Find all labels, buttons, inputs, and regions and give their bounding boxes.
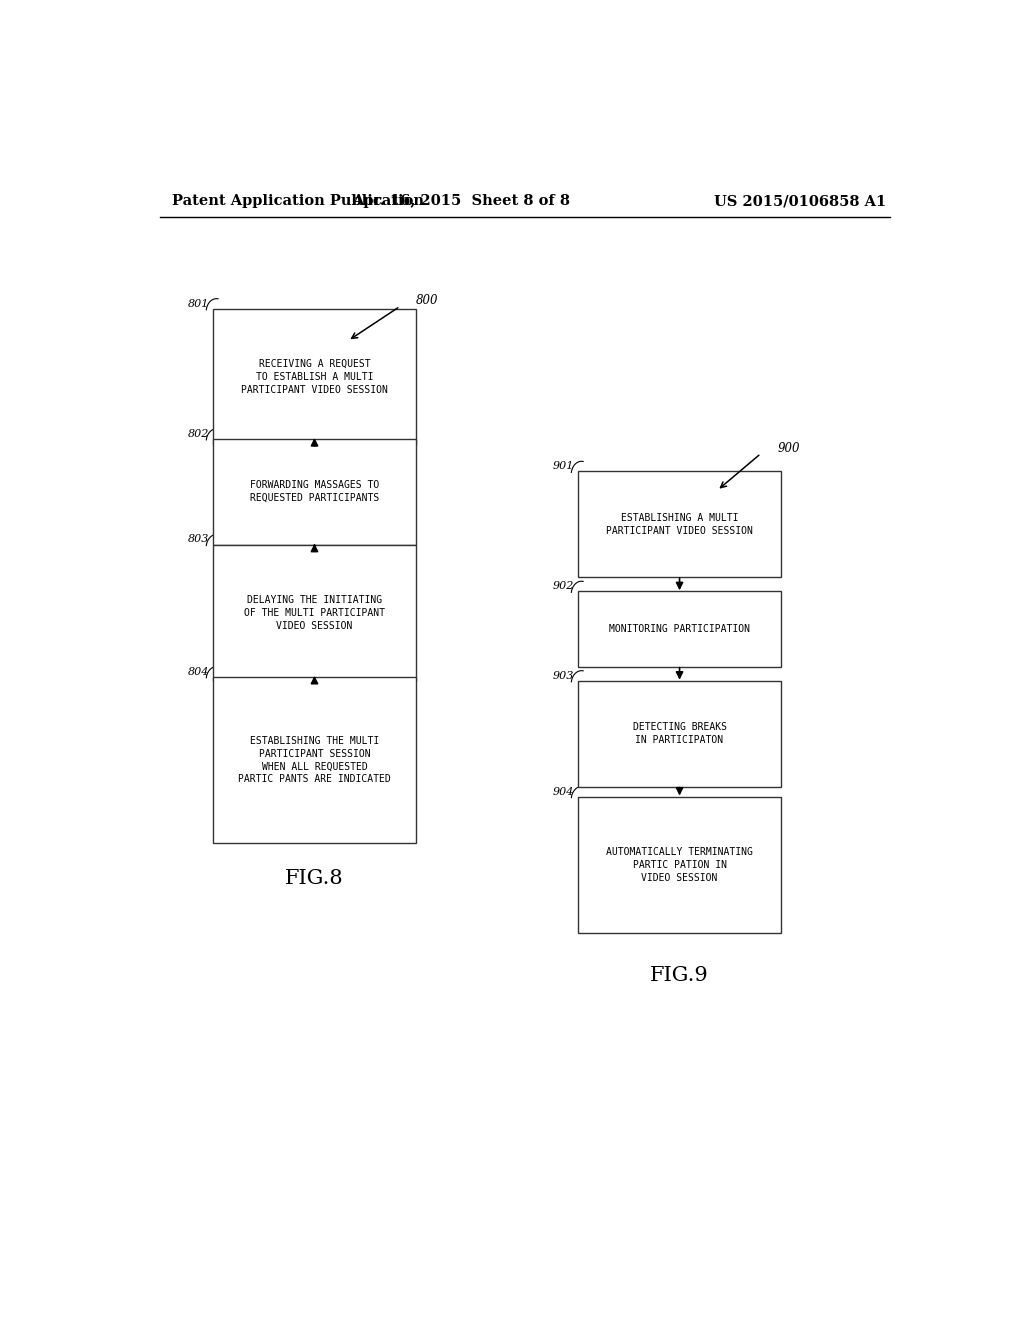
Text: FORWARDING MASSAGES TO
REQUESTED PARTICIPANTS: FORWARDING MASSAGES TO REQUESTED PARTICI… [250,480,379,503]
Bar [213,309,416,445]
Bar [213,677,416,843]
Text: FIG.8: FIG.8 [285,869,344,887]
Text: Apr. 16, 2015  Sheet 8 of 8: Apr. 16, 2015 Sheet 8 of 8 [352,194,570,209]
Text: DETECTING BREAKS
IN PARTICIPATON: DETECTING BREAKS IN PARTICIPATON [633,722,727,744]
Text: 804: 804 [188,667,209,677]
Text: RECEIVING A REQUEST
TO ESTABLISH A MULTI
PARTICIPANT VIDEO SESSION: RECEIVING A REQUEST TO ESTABLISH A MULTI… [241,359,388,395]
Bar [213,545,416,681]
Text: DELAYING THE INITIATING
OF THE MULTI PARTICIPANT
VIDEO SESSION: DELAYING THE INITIATING OF THE MULTI PAR… [244,595,385,631]
Text: ESTABLISHING A MULTI
PARTICIPANT VIDEO SESSION: ESTABLISHING A MULTI PARTICIPANT VIDEO S… [606,513,753,536]
Bar [579,681,780,787]
Text: AUTOMATICALLY TERMINATING
PARTIC PATION IN
VIDEO SESSION: AUTOMATICALLY TERMINATING PARTIC PATION … [606,847,753,883]
Text: 801: 801 [188,298,209,309]
Text: 803: 803 [188,535,209,544]
Text: 902: 902 [553,581,574,591]
Text: Patent Application Publication: Patent Application Publication [172,194,424,209]
Bar [579,591,780,667]
Text: 901: 901 [553,461,574,471]
Text: 904: 904 [553,787,574,796]
Text: MONITORING PARTICIPATION: MONITORING PARTICIPATION [609,624,750,634]
Text: 800: 800 [416,294,438,308]
Text: 900: 900 [777,442,800,454]
Bar [579,797,780,933]
Text: 903: 903 [553,671,574,681]
Text: US 2015/0106858 A1: US 2015/0106858 A1 [714,194,886,209]
Text: 802: 802 [188,429,209,438]
Text: FIG.9: FIG.9 [650,966,709,985]
Bar [213,440,416,545]
Text: ESTABLISHING THE MULTI
PARTICIPANT SESSION
WHEN ALL REQUESTED
PARTIC PANTS ARE I: ESTABLISHING THE MULTI PARTICIPANT SESSI… [239,737,391,784]
Bar [579,471,780,577]
